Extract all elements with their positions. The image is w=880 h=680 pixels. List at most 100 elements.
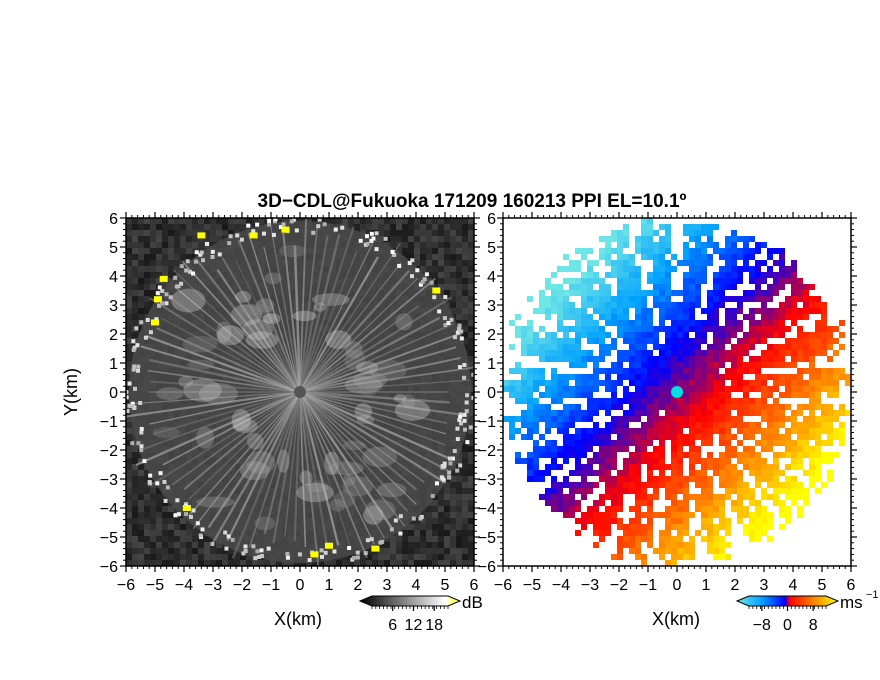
snr-noise-cell: [240, 218, 246, 224]
velocity-cell: [689, 266, 695, 272]
snr-rim-cell: [459, 329, 464, 334]
velocity-cell: [569, 374, 575, 380]
velocity-cell: [719, 284, 725, 290]
snr-rim-cell: [393, 518, 398, 523]
snr-noise-cell: [126, 398, 132, 404]
velocity-cell: [563, 266, 569, 272]
snr-ray: [161, 318, 301, 393]
snr-ray: [149, 358, 301, 394]
velocity-cell: [785, 326, 791, 332]
snr-noise-cell: [450, 224, 456, 230]
velocity-cell: [755, 248, 761, 254]
snr-noise-cell: [126, 422, 132, 428]
snr-noise-cell: [408, 548, 414, 554]
snr-rim-cell: [194, 250, 199, 255]
snr-rim-cell: [440, 476, 445, 481]
snr-noise-cell: [468, 314, 474, 320]
snr-noise-cell: [468, 452, 474, 458]
snr-patch: [216, 321, 232, 343]
snr-noise-cell: [132, 332, 138, 338]
snr-noise-cell: [408, 524, 414, 530]
velocity-cell: [845, 374, 851, 380]
velocity-cell: [683, 296, 689, 302]
snr-noise-cell: [402, 542, 408, 548]
velocity-cell: [695, 272, 701, 278]
snr-patch: [256, 298, 275, 313]
velocity-cell: [797, 290, 803, 296]
velocity-cell: [605, 260, 611, 266]
velocity-cell: [767, 272, 773, 278]
velocity-cell: [611, 380, 617, 386]
snr-patch: [329, 498, 346, 512]
velocity-cell: [569, 338, 575, 344]
velocity-cell: [629, 278, 635, 284]
snr-rim-cell: [297, 552, 302, 557]
velocity-cell: [803, 338, 809, 344]
velocity-cell: [551, 290, 557, 296]
snr-noise-cell: [216, 554, 222, 560]
snr-rim-cell: [462, 362, 467, 367]
velocity-cell: [557, 302, 563, 308]
velocity-cell: [635, 362, 641, 368]
snr-rim-cell: [223, 530, 228, 535]
snr-noise-cell: [456, 494, 462, 500]
snr-noise-cell: [222, 548, 228, 554]
velocity-cell: [731, 248, 737, 254]
snr-noise-cell: [384, 542, 390, 548]
snr-noise-cell: [462, 272, 468, 278]
velocity-cell: [569, 260, 575, 266]
snr-noise-cell: [186, 560, 192, 566]
velocity-cell: [755, 380, 761, 386]
snr-rim-cell: [355, 550, 360, 555]
velocity-cell: [683, 374, 689, 380]
velocity-cell: [617, 266, 623, 272]
velocity-cell: [563, 356, 569, 362]
velocity-cell: [671, 308, 677, 314]
snr-noise-cell: [426, 242, 432, 248]
velocity-cell: [539, 380, 545, 386]
snr-noise-cell: [444, 536, 450, 542]
velocity-cell: [767, 362, 773, 368]
snr-noise-cell: [456, 476, 462, 482]
snr-noise-cell: [138, 476, 144, 482]
snr-noise-cell: [156, 554, 162, 560]
snr-noise-cell: [168, 260, 174, 266]
snr-noise-cell: [384, 230, 390, 236]
snr-noise-cell: [126, 368, 132, 374]
snr-noise-cell: [126, 320, 132, 326]
snr-noise-cell: [138, 554, 144, 560]
snr-noise-cell: [450, 500, 456, 506]
velocity-cell: [617, 272, 623, 278]
snr-noise-cell: [468, 560, 474, 566]
y-tick-label: −2: [100, 443, 118, 460]
snr-noise-cell: [330, 560, 336, 566]
snr-ray: [299, 391, 446, 484]
velocity-cell: [677, 362, 683, 368]
snr-noise-cell: [444, 500, 450, 506]
snr-rim-cell: [154, 317, 159, 322]
velocity-cell: [569, 362, 575, 368]
snr-noise-cell: [468, 494, 474, 500]
snr-noise-cell: [156, 242, 162, 248]
snr-rim-cell: [407, 261, 412, 266]
snr-ray: [299, 391, 406, 527]
velocity-cell: [689, 320, 695, 326]
snr-noise-cell: [444, 518, 450, 524]
velocity-cell: [587, 350, 593, 356]
velocity-cell: [713, 362, 719, 368]
snr-ray: [299, 390, 460, 416]
snr-noise-cell: [468, 518, 474, 524]
snr-noise-cell: [174, 548, 180, 554]
velocity-cell: [737, 236, 743, 242]
snr-noise-cell: [396, 554, 402, 560]
snr-noise-cell: [162, 242, 168, 248]
snr-rim-cell: [184, 512, 189, 517]
snr-colorbar-unit: dB: [462, 593, 483, 612]
velocity-cell: [791, 284, 797, 290]
snr-rim-cell: [447, 470, 452, 475]
snr-noise-cell: [126, 494, 132, 500]
snr-noise-cell: [450, 482, 456, 488]
velocity-cell: [665, 278, 671, 284]
snr-noise-cell: [450, 296, 456, 302]
